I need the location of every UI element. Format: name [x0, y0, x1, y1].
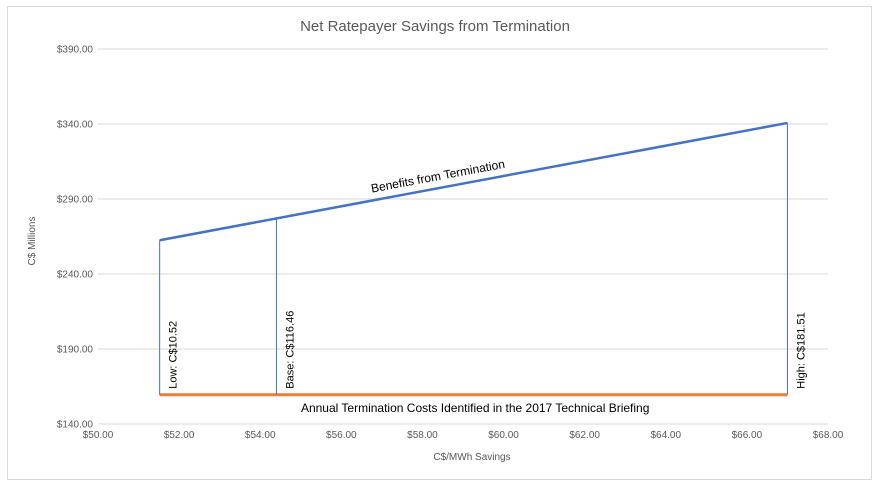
x-tick-label: $62.00: [569, 430, 600, 441]
x-tick-label: $52.00: [164, 430, 195, 441]
x-tick-label: $66.00: [732, 430, 763, 441]
gridlines: [98, 48, 828, 425]
x-axis-tick-labels: $50.00 $52.00 $54.00 $56.00 $58.00 $60.00 $62.…: [83, 430, 844, 441]
chart-title: Net Ratepayer Savings from Termination: [300, 18, 570, 35]
drop-lines: [159, 122, 788, 395]
annotations: Benefits from Termination Annual Terminat…: [168, 157, 808, 415]
x-tick-label: $60.00: [488, 430, 519, 441]
base-scenario-label: Base: C$116.46: [284, 311, 296, 389]
y-tick-label: $390.00: [57, 45, 94, 56]
low-scenario-label: Low: C$10.52: [168, 321, 180, 389]
x-tick-label: $58.00: [407, 430, 438, 441]
x-tick-label: $56.00: [326, 430, 357, 441]
x-tick-label: $50.00: [83, 430, 114, 441]
y-axis-title: C$ Millions: [27, 217, 38, 266]
x-axis-title: C$/MWh Savings: [433, 452, 510, 463]
net-ratepayer-savings-chart: Net Ratepayer Savings from Termination $…: [27, 18, 844, 463]
high-scenario-label: High: C$181.51: [795, 312, 807, 388]
costs-label: Annual Termination Costs Identified in t…: [301, 401, 649, 415]
y-tick-label: $240.00: [57, 270, 94, 281]
x-tick-label: $54.00: [245, 430, 276, 441]
chart-frame: Net Ratepayer Savings from Termination $…: [7, 6, 872, 480]
benefits-line: [159, 121, 788, 242]
benefits-label: Benefits from Termination: [370, 157, 506, 196]
x-tick-label: $68.00: [813, 430, 844, 441]
y-tick-label: $290.00: [57, 195, 94, 206]
data-series: [159, 121, 788, 397]
y-tick-label: $190.00: [57, 345, 94, 356]
y-tick-label: $140.00: [57, 420, 94, 431]
x-tick-label: $64.00: [650, 430, 681, 441]
y-axis-tick-labels: $140.00 $190.00 $240.00 $290.00 $340.00 $390.…: [57, 45, 94, 431]
y-tick-label: $340.00: [57, 120, 94, 131]
